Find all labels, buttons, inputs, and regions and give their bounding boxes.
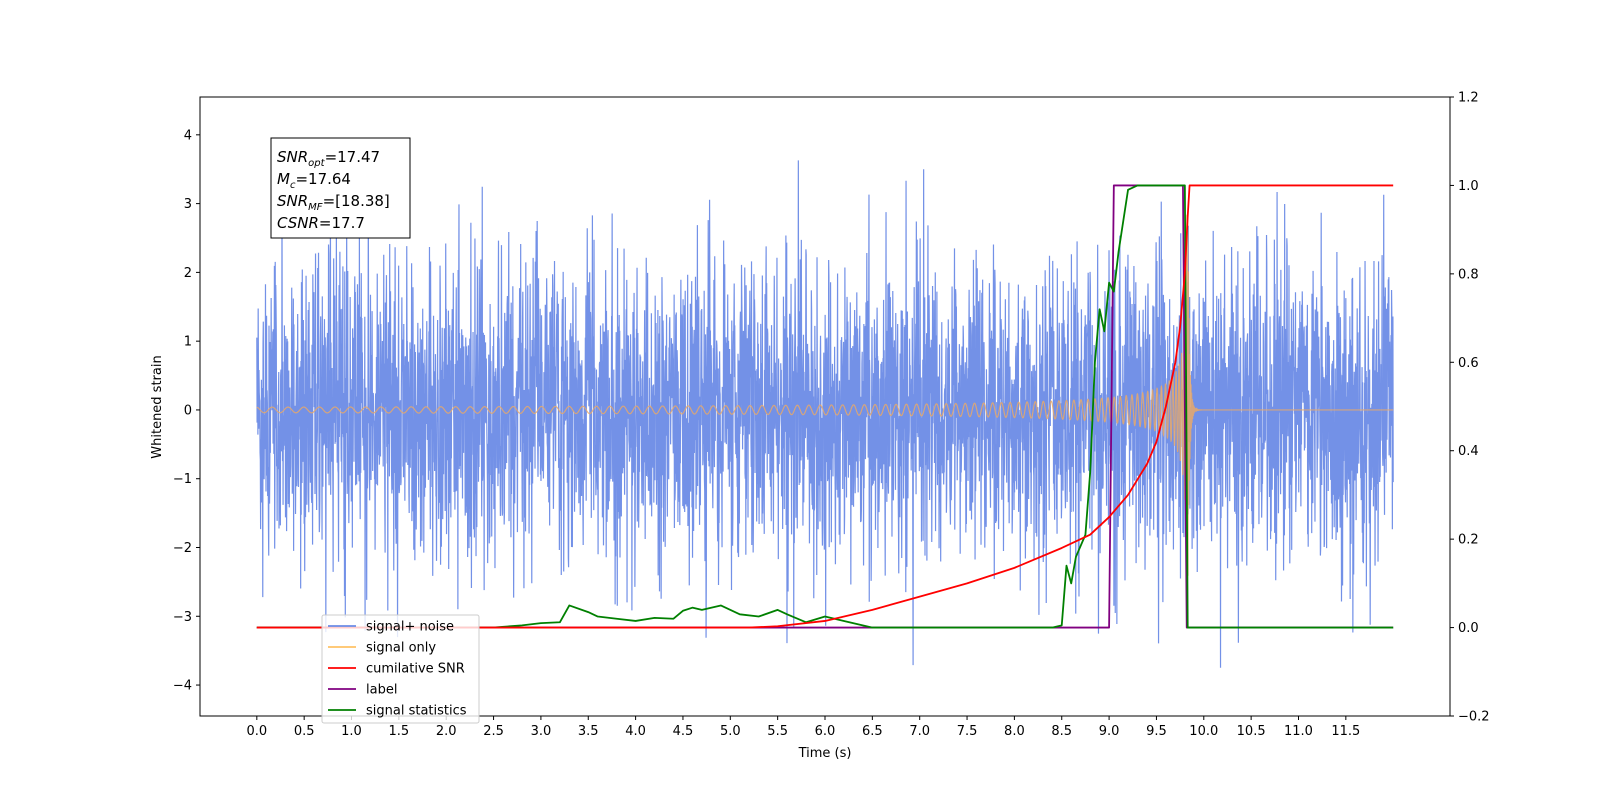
legend-entry: signal only xyxy=(366,641,436,656)
x-tick-label: 9.0 xyxy=(1099,724,1120,739)
x-tick-label: 4.0 xyxy=(625,724,646,739)
x-tick-label: 3.0 xyxy=(531,724,552,739)
legend: signal+ noise signal only cumilative SNR la… xyxy=(321,614,480,724)
x-tick-label: 2.0 xyxy=(436,724,457,739)
annotation-symbol: SNR xyxy=(277,148,308,166)
series-signal-statistics xyxy=(256,184,1394,629)
y-right-tick-label: 0.0 xyxy=(1458,621,1479,636)
y-right-tick-label: −0.2 xyxy=(1458,710,1490,725)
annotation-line: CSNR=17.7 xyxy=(277,214,365,232)
x-tick-label: 7.5 xyxy=(957,724,978,739)
x-tick-label: 5.5 xyxy=(767,724,788,739)
x-tick-label: 10.5 xyxy=(1237,724,1266,739)
x-tick-label: 4.5 xyxy=(673,724,694,739)
series-signal-noise xyxy=(256,160,1394,668)
legend-frame xyxy=(321,614,480,724)
y-right-tick-label: 1.2 xyxy=(1458,91,1479,106)
x-tick-label: 6.5 xyxy=(862,724,883,739)
x-tick-label: 1.0 xyxy=(341,724,362,739)
y-left-tick-label: 4 xyxy=(184,128,192,143)
y-left-tick-label: −4 xyxy=(173,679,192,694)
annotation-symbol: M xyxy=(277,170,290,188)
annotation-symbol: CSNR xyxy=(277,214,319,232)
annotation-value: =17.64 xyxy=(295,170,351,188)
x-tick-label: 0.5 xyxy=(294,724,315,739)
annotation-value: =[18.38] xyxy=(323,192,390,210)
y-right-tick-label: 0.6 xyxy=(1458,356,1479,371)
y-left-tick-label: −3 xyxy=(173,610,192,625)
x-tick-label: 1.5 xyxy=(389,724,410,739)
y-right-tick-label: 0.2 xyxy=(1458,533,1479,548)
y-right-tick-label: 1.0 xyxy=(1458,179,1479,194)
legend-entry: signal+ noise xyxy=(366,620,454,635)
annotation-frame xyxy=(270,137,411,239)
x-tick-label: 11.5 xyxy=(1331,724,1360,739)
legend-entry: label xyxy=(366,683,397,698)
axis-ticks: 0.0 0.5 1.0 1.5 2.0 2.5 3.0 3.5 4.0 4.5 5.0 5.5 6.0 6… xyxy=(173,91,1490,740)
x-tick-label: 8.0 xyxy=(1004,724,1025,739)
annotation-value: =17.7 xyxy=(319,214,365,232)
y-left-tick-label: 1 xyxy=(184,335,192,350)
x-tick-label: 8.5 xyxy=(1051,724,1072,739)
plot-series-layer xyxy=(256,160,1394,668)
legend-entry: signal statistics xyxy=(366,704,467,719)
annotation-line: SNRMF=[18.38] xyxy=(277,192,390,213)
y-left-tick-label: 0 xyxy=(184,403,192,418)
annotation-subscript: c xyxy=(290,180,296,191)
y-left-tick-label: −1 xyxy=(173,472,192,487)
y-right-tick-label: 0.4 xyxy=(1458,444,1479,459)
y-left-tick-label: 3 xyxy=(184,197,192,212)
x-tick-label: 10.0 xyxy=(1189,724,1218,739)
y-left-tick-label: 2 xyxy=(184,266,192,281)
x-tick-label: 11.0 xyxy=(1284,724,1313,739)
y-left-tick-label: −2 xyxy=(173,541,192,556)
annotation-value: =17.47 xyxy=(325,148,381,166)
x-tick-label: 5.0 xyxy=(720,724,741,739)
x-tick-label: 0.0 xyxy=(246,724,267,739)
series-signal-only xyxy=(256,213,1394,623)
annotation-subscript: MF xyxy=(308,202,323,213)
x-tick-label: 2.5 xyxy=(483,724,504,739)
x-tick-label: 6.0 xyxy=(815,724,836,739)
x-axis-label: Time (s) xyxy=(798,746,852,761)
legend-entry: cumilative SNR xyxy=(366,662,465,677)
annotation-subscript: opt xyxy=(308,158,325,169)
annotation-line: Mc=17.64 xyxy=(277,170,351,191)
x-tick-label: 9.5 xyxy=(1146,724,1167,739)
annotation-box: SNRopt=17.47Mc=17.64SNRMF=[18.38]CSNR=17… xyxy=(270,137,411,239)
annotation-line: SNRopt=17.47 xyxy=(277,148,380,169)
series-cumulative-snr xyxy=(256,184,1394,629)
annotation-symbol: SNR xyxy=(277,192,308,210)
y-axis-label: Whitened strain xyxy=(150,355,165,458)
y-right-tick-label: 0.8 xyxy=(1458,267,1479,282)
x-tick-label: 3.5 xyxy=(578,724,599,739)
x-tick-label: 7.0 xyxy=(909,724,930,739)
